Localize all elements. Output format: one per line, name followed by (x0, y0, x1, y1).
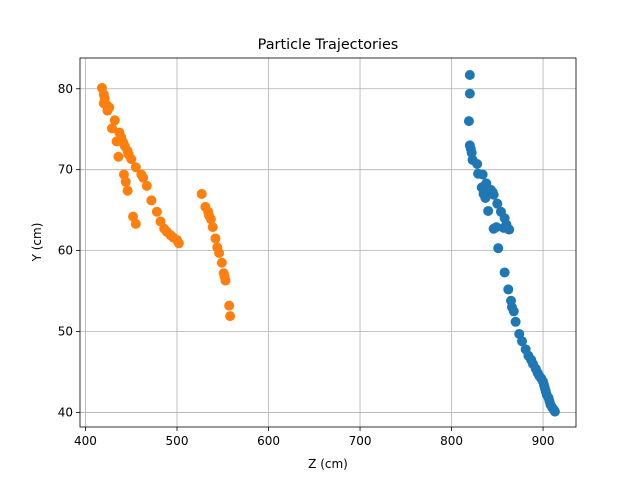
data-point (120, 176, 131, 187)
grid-lines (80, 58, 576, 427)
y-tick-label: 70 (58, 163, 73, 177)
data-point (483, 205, 494, 216)
y-axis-label: Y (cm) (30, 223, 44, 263)
data-point (214, 248, 225, 259)
data-point (499, 267, 510, 278)
x-tick-label: 400 (74, 434, 97, 448)
data-point (549, 406, 560, 417)
data-point (464, 88, 475, 99)
x-tick-label: 700 (349, 434, 372, 448)
data-point (151, 206, 162, 217)
data-point (493, 243, 504, 254)
data-point (472, 159, 483, 170)
x-tick-label: 900 (532, 434, 555, 448)
data-point (466, 147, 477, 158)
data-point (508, 306, 519, 317)
y-tick-label: 40 (58, 405, 73, 419)
chart-title: Particle Trajectories (258, 37, 399, 53)
data-point (205, 214, 216, 225)
data-point (220, 275, 231, 286)
data-point (504, 224, 515, 235)
x-axis-ticks: 400 500 600 700 800 900 (74, 427, 555, 448)
data-point (146, 195, 157, 206)
data-point (463, 116, 474, 127)
data-point (102, 105, 113, 116)
data-point (107, 123, 118, 134)
data-point (196, 188, 207, 199)
data-point (109, 115, 120, 126)
x-tick-label: 600 (257, 434, 280, 448)
x-axis-label: Z (cm) (308, 457, 348, 471)
data-point (503, 284, 514, 295)
x-tick-label: 800 (440, 434, 463, 448)
data-point (225, 311, 236, 322)
data-point (122, 185, 133, 196)
y-tick-label: 50 (58, 325, 73, 339)
y-axis-ticks: 40 50 60 70 80 (58, 82, 80, 419)
plot-frame (79, 57, 577, 428)
y-tick-label: 60 (58, 244, 73, 258)
data-point (517, 336, 528, 347)
y-tick-label: 80 (58, 82, 73, 96)
data-point (492, 198, 503, 209)
data-point (224, 300, 235, 311)
data-point (130, 162, 141, 173)
data-point (464, 69, 475, 80)
data-points (96, 69, 560, 417)
data-point (480, 192, 491, 203)
series-1 (463, 69, 560, 417)
data-point (216, 257, 227, 268)
data-point (210, 233, 221, 244)
data-point (491, 222, 502, 233)
series-2 (96, 82, 236, 322)
data-point (111, 136, 122, 147)
data-point (173, 238, 184, 249)
data-point (130, 218, 141, 229)
data-point (126, 154, 137, 165)
data-point (510, 316, 521, 327)
data-point (141, 180, 152, 191)
data-point (138, 172, 149, 183)
data-point (488, 189, 499, 200)
data-point (477, 169, 488, 180)
data-point (207, 222, 218, 233)
x-tick-label: 500 (166, 434, 189, 448)
data-point (113, 151, 124, 162)
